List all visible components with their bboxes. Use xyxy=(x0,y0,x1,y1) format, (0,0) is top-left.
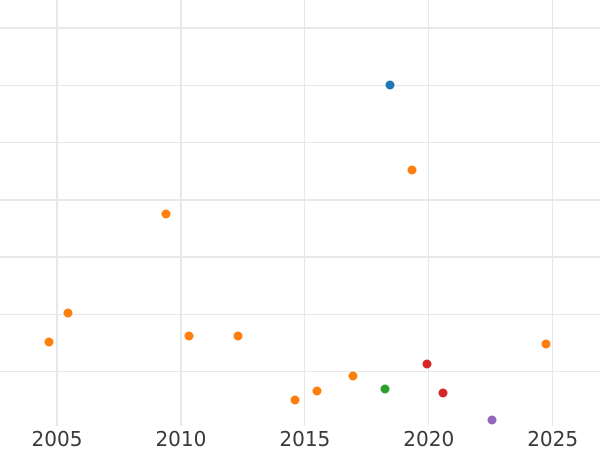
x-tick-label: 2005 xyxy=(31,427,83,450)
data-point-orange xyxy=(348,371,358,381)
horizontal-gridline xyxy=(0,256,600,258)
data-point-orange xyxy=(184,331,194,341)
data-point-red xyxy=(422,359,432,369)
data-point-orange xyxy=(290,395,300,405)
horizontal-gridline xyxy=(0,313,600,316)
data-point-orange xyxy=(161,209,171,219)
vertical-gridline xyxy=(304,0,306,426)
vertical-gridline xyxy=(180,0,182,426)
data-point-orange xyxy=(233,331,243,341)
data-point-green xyxy=(380,384,390,394)
horizontal-gridline xyxy=(0,84,600,86)
x-tick-label: 2025 xyxy=(527,427,579,450)
horizontal-gridline xyxy=(0,141,600,144)
data-point-orange xyxy=(63,308,73,318)
vertical-gridline xyxy=(552,0,554,426)
data-point-orange xyxy=(407,165,417,175)
horizontal-gridline xyxy=(0,199,600,201)
x-tick-label: 2015 xyxy=(279,427,331,450)
data-point-purple xyxy=(487,415,497,425)
data-point-blue xyxy=(385,80,395,90)
data-point-orange xyxy=(541,339,551,349)
vertical-gridline xyxy=(56,0,58,426)
x-tick-label: 2010 xyxy=(155,427,207,450)
data-point-orange xyxy=(312,386,322,396)
horizontal-gridline xyxy=(0,27,600,29)
horizontal-gridline xyxy=(0,371,600,373)
data-point-red xyxy=(438,388,448,398)
x-tick-label: 2020 xyxy=(403,427,455,450)
data-point-orange xyxy=(44,337,54,347)
